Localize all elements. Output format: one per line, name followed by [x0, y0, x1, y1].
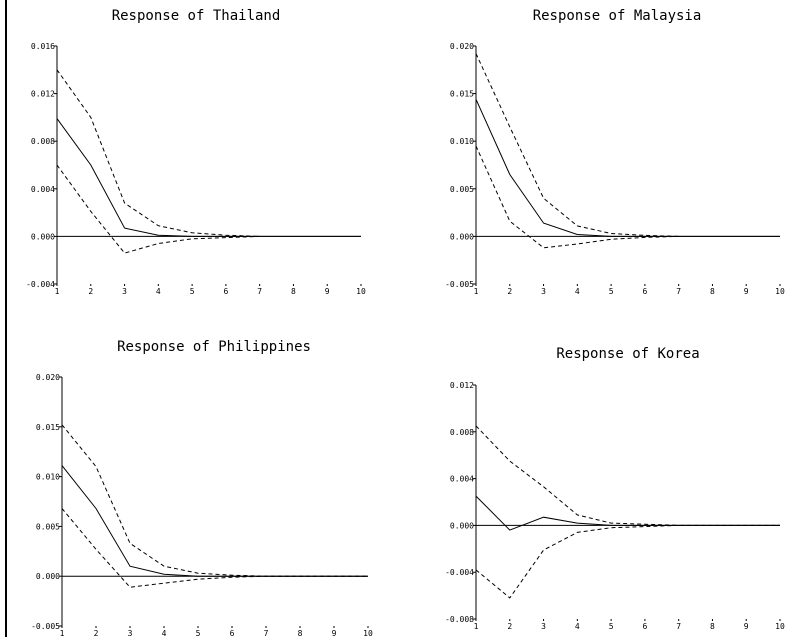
x-tick-label: 1: [474, 287, 479, 296]
y-tick-label: 0.020: [450, 42, 474, 51]
confidence-band-lower-line: [475, 524, 780, 599]
x-tick-label: 2: [507, 287, 512, 296]
y-tick-label: -0.004: [26, 280, 55, 289]
chart-panel-philippines: Response of Philippines -0.005 0.000 0.005 0…: [31, 339, 373, 638]
y-tick-label: -0.005: [31, 622, 60, 631]
x-tick-label: 1: [60, 629, 65, 637]
y-tick-label: 0.008: [450, 428, 474, 437]
y-tick-label: 0.010: [450, 137, 474, 146]
y-tick-label: 0.020: [36, 373, 60, 382]
x-tick-label: 2: [88, 287, 93, 296]
x-tick-label: 7: [264, 629, 269, 637]
y-tick-label: 0.012: [31, 90, 55, 99]
x-tick-label: 9: [325, 287, 330, 296]
y-tick-label: 0.008: [31, 137, 55, 146]
y-tick-label: 0.000: [450, 232, 474, 241]
y-tick-label: 0.012: [450, 381, 474, 390]
x-tick-label: 10: [356, 287, 366, 296]
chart-title: Response of Korea: [556, 346, 699, 362]
response-line: [61, 465, 368, 577]
x-tick-label: 1: [55, 287, 60, 296]
y-tick-label: 0.016: [31, 42, 55, 51]
x-tick-label: 8: [710, 622, 715, 631]
x-tick-label: 9: [332, 629, 337, 637]
x-tick-label: 2: [507, 622, 512, 631]
x-tick-label: 4: [575, 287, 580, 296]
x-tick-label: 2: [94, 629, 99, 637]
x-tick-label: 10: [775, 622, 785, 631]
x-tick-label: 9: [744, 622, 749, 631]
y-tick-label: -0.005: [445, 280, 474, 289]
x-tick-label: 3: [541, 287, 546, 296]
x-tick-label: 5: [609, 287, 614, 296]
x-tick-label: 9: [744, 287, 749, 296]
x-tick-label: 3: [541, 622, 546, 631]
chart-title: Response of Thailand: [112, 8, 281, 24]
confidence-band-lower-line: [61, 508, 368, 588]
chart-panel-malaysia: Response of Malaysia -0.005 0.000 0.005 0.01…: [445, 8, 785, 296]
x-tick-label: 7: [676, 622, 681, 631]
x-tick-label: 5: [190, 287, 195, 296]
confidence-band-upper-line: [475, 53, 679, 237]
y-tick-label: 0.005: [36, 522, 60, 531]
response-line: [56, 118, 361, 237]
y-tick-label: 0.000: [450, 521, 474, 530]
chart-panel-thailand: Response of Thailand -0.004 0.000 0.004 0.00…: [26, 8, 366, 296]
x-tick-label: 5: [609, 622, 614, 631]
left-border-rule: [5, 0, 7, 637]
chart-title: Response of Malaysia: [533, 8, 702, 24]
x-tick-label: 6: [230, 629, 235, 637]
x-tick-label: 5: [196, 629, 201, 637]
confidence-band-upper-line: [56, 69, 260, 237]
x-tick-label: 8: [298, 629, 303, 637]
y-tick-label: 0.004: [450, 475, 474, 484]
y-tick-label: 0.010: [36, 473, 60, 482]
x-tick-label: 4: [575, 622, 580, 631]
x-tick-label: 10: [775, 287, 785, 296]
x-tick-label: 10: [363, 629, 373, 637]
x-tick-label: 6: [223, 287, 228, 296]
y-tick-label: -0.008: [445, 615, 474, 624]
response-line: [475, 99, 780, 237]
y-tick-label: 0.000: [31, 232, 55, 241]
y-tick-label: 0.015: [450, 90, 474, 99]
x-tick-label: 8: [710, 287, 715, 296]
y-tick-label: 0.015: [36, 423, 60, 432]
chart-title: Response of Philippines: [117, 339, 311, 355]
x-tick-label: 6: [642, 287, 647, 296]
x-tick-label: 6: [642, 622, 647, 631]
confidence-band-lower-line: [56, 164, 260, 254]
confidence-band-upper-line: [61, 424, 368, 577]
y-tick-label: 0.000: [36, 572, 60, 581]
chart-panel-korea: Response of Korea -0.008 -0.004 0.000 0.004 0…: [445, 346, 785, 631]
x-tick-label: 7: [676, 287, 681, 296]
x-tick-label: 8: [291, 287, 296, 296]
confidence-band-lower-line: [475, 145, 679, 249]
confidence-band-upper-line: [475, 425, 780, 526]
x-tick-label: 3: [122, 287, 127, 296]
y-tick-label: 0.004: [31, 185, 55, 194]
x-tick-label: 3: [128, 629, 133, 637]
x-tick-label: 1: [474, 622, 479, 631]
x-tick-label: 4: [156, 287, 161, 296]
y-tick-label: 0.005: [450, 185, 474, 194]
y-tick-label: -0.004: [445, 568, 474, 577]
x-tick-label: 7: [257, 287, 262, 296]
x-tick-label: 4: [162, 629, 167, 637]
